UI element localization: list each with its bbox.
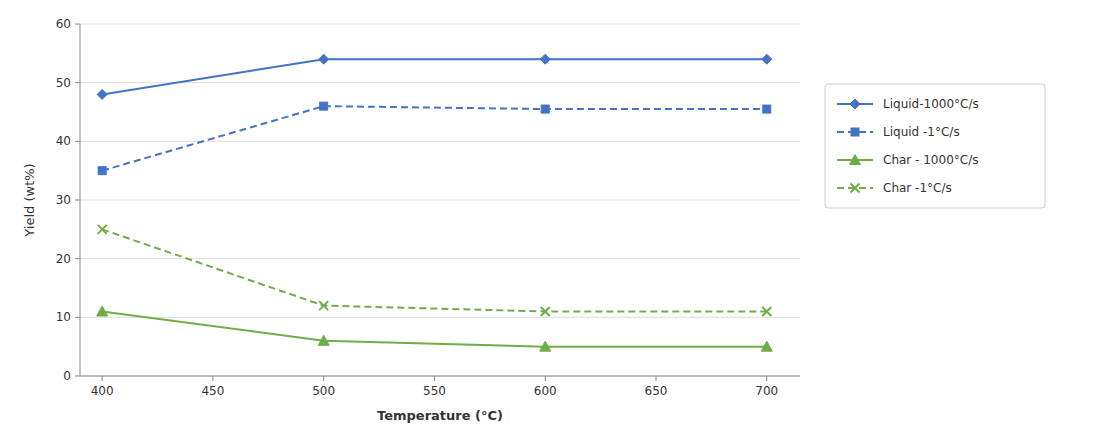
y-tick-label: 20 (56, 252, 71, 266)
y-tick-label: 60 (56, 17, 71, 31)
grid-line (80, 141, 800, 142)
x-tick (545, 376, 546, 381)
legend-marker (851, 184, 860, 193)
grid-line (80, 376, 800, 377)
chart: 400 450 500 550 600 650 700 0 10 20 30 40 50 60 Temper… (0, 0, 1100, 444)
x-tick-label: 450 (201, 384, 224, 398)
point-marker (319, 54, 329, 64)
x-tick (212, 376, 213, 381)
x-tick (434, 376, 435, 381)
y-tick (75, 317, 80, 318)
x-tick-label: 400 (91, 384, 114, 398)
y-tick (75, 141, 80, 142)
series (97, 306, 773, 351)
point-marker (762, 54, 772, 64)
legend-label: Char - 1000°C/s (883, 153, 978, 167)
point-marker (97, 89, 107, 99)
series-line (102, 106, 767, 171)
y-tick (75, 376, 80, 377)
x-tick (656, 376, 657, 381)
legend-swatch (837, 128, 873, 136)
legend-swatch (837, 184, 873, 193)
point-marker (541, 105, 549, 113)
legend-label: Char -1°C/s (883, 181, 952, 195)
legend-marker (850, 99, 860, 109)
y-axis-label: Yield (wt%) (22, 163, 37, 237)
point-marker (318, 335, 329, 345)
x-tick (102, 376, 103, 381)
point-marker (98, 225, 107, 234)
point-marker (98, 167, 106, 175)
point-marker (541, 307, 550, 316)
legend-frame (825, 84, 1045, 208)
series (97, 54, 772, 99)
legend-label: Liquid-1000°C/s (883, 97, 979, 111)
x-axis-line (80, 376, 800, 377)
grid-line (80, 200, 800, 201)
x-axis-label: Temperature (°C) (377, 408, 503, 423)
legend-marker (851, 128, 859, 136)
y-tick (75, 200, 80, 201)
point-marker (540, 54, 550, 64)
legend-swatch (837, 155, 873, 165)
y-tick (75, 24, 80, 25)
series-line (102, 59, 767, 94)
point-marker (320, 102, 328, 110)
legend: Liquid-1000°C/s Liquid -1°C/s Char - 1000°… (825, 84, 1045, 208)
x-tick-label: 650 (645, 384, 668, 398)
y-tick-label: 30 (56, 193, 71, 207)
series (98, 225, 772, 316)
y-tick-label: 10 (56, 310, 71, 324)
legend-swatch (837, 99, 873, 109)
x-tick-label: 600 (534, 384, 557, 398)
x-tick (766, 376, 767, 381)
grid-line (80, 82, 800, 83)
point-marker (762, 307, 771, 316)
y-tick-label: 50 (56, 76, 71, 90)
grid-line (80, 24, 800, 25)
y-tick-label: 40 (56, 134, 71, 148)
point-marker (761, 341, 772, 351)
y-tick (75, 258, 80, 259)
series-line (102, 311, 767, 346)
legend-label: Liquid -1°C/s (883, 125, 960, 139)
grid (80, 24, 800, 376)
axes: 400 450 500 550 600 650 700 0 10 20 30 40 50 60 (56, 17, 800, 398)
series (98, 102, 771, 175)
plot-area (97, 54, 773, 351)
series-line (102, 229, 767, 311)
point-marker (97, 306, 108, 316)
x-tick-label: 500 (312, 384, 335, 398)
point-marker (319, 301, 328, 310)
point-marker (763, 105, 771, 113)
x-tick-label: 550 (423, 384, 446, 398)
grid-line (80, 317, 800, 318)
y-tick-label: 0 (63, 369, 71, 383)
x-tick (323, 376, 324, 381)
point-marker (540, 341, 551, 351)
legend-marker (850, 155, 861, 165)
x-tick-label: 700 (755, 384, 778, 398)
y-tick (75, 82, 80, 83)
